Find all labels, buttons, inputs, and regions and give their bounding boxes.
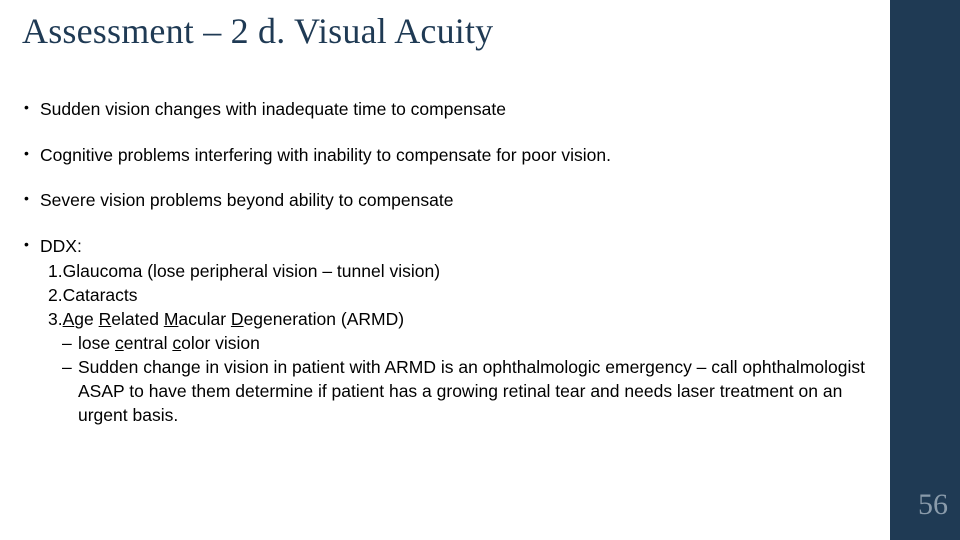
ddx-item: 3.Age Related Macular Degeneration (ARMD… xyxy=(48,307,868,428)
ddx-num: 3. xyxy=(48,309,63,329)
ddx-sub-item: Sudden change in vision in patient with … xyxy=(62,355,868,427)
page-title: Assessment – 2 d. Visual Acuity xyxy=(22,10,868,52)
ddx-item: 1.Glaucoma (lose peripheral vision – tun… xyxy=(48,259,868,283)
sidebar-accent: 56 xyxy=(890,0,960,540)
ddx-sub-list: lose central color vision Sudden change … xyxy=(48,331,868,428)
ddx-text: Glaucoma (lose peripheral vision – tunne… xyxy=(63,261,440,281)
bullet-item: Sudden vision changes with inadequate ti… xyxy=(22,98,868,122)
ddx-num: 1. xyxy=(48,261,63,281)
slide-content: Assessment – 2 d. Visual Acuity Sudden v… xyxy=(0,0,890,540)
bullet-item: Severe vision problems beyond ability to… xyxy=(22,189,868,213)
ddx-list: 1.Glaucoma (lose peripheral vision – tun… xyxy=(40,259,868,428)
bullet-list: Sudden vision changes with inadequate ti… xyxy=(22,98,868,427)
ddx-sub-item: lose central color vision xyxy=(62,331,868,355)
page-number: 56 xyxy=(918,488,948,522)
ddx-label: DDX: xyxy=(40,236,82,256)
bullet-item-ddx: DDX: 1.Glaucoma (lose peripheral vision … xyxy=(22,235,868,428)
bullet-item: Cognitive problems interfering with inab… xyxy=(22,144,868,168)
ddx-text: Age Related Macular Degeneration (ARMD) xyxy=(63,309,404,329)
ddx-text: Cataracts xyxy=(63,285,138,305)
ddx-num: 2. xyxy=(48,285,63,305)
ddx-item: 2.Cataracts xyxy=(48,283,868,307)
